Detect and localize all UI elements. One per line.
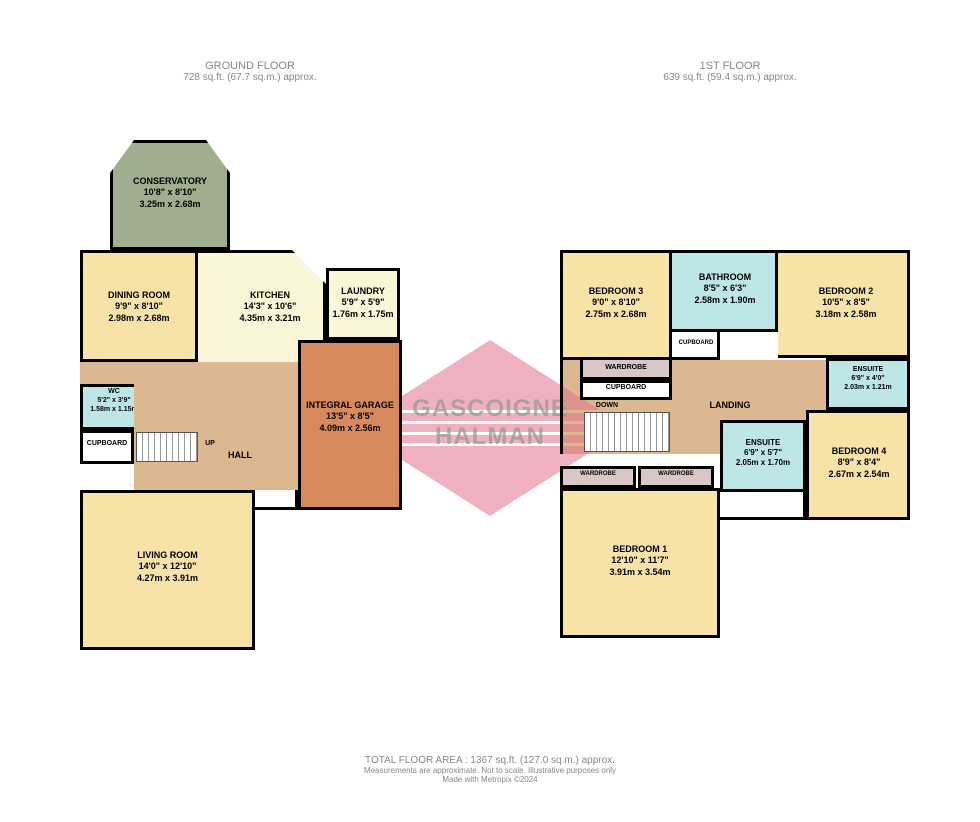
cupboard-g-label: CUPBOARD [82,440,132,449]
ground-floor-title: GROUND FLOOR 728 sq.ft. (67.7 sq.m.) app… [130,60,370,83]
outer-wall-bottom [255,490,298,510]
wall-seg [720,492,806,520]
wardrobe2-label: WARDROBE [564,471,632,479]
footer-disclaimer: Measurements are approximate. Not to sca… [0,766,980,775]
hall-label: HALL [210,450,270,461]
bed3-label: BEDROOM 3 9'0" x 8'10" 2.75m x 2.68m [570,286,662,320]
bed4-label: BEDROOM 4 8'9" x 8'4" 2.67m x 2.54m [814,446,904,480]
conservatory-label: CONSERVATORY 10'8" x 8'10" 3.25m x 2.68m [120,176,220,210]
living-label: LIVING ROOM 14'0" x 12'10" 4.27m x 3.91m [110,550,225,584]
cupboard-f-label: CUPBOARD [674,340,718,348]
ensuite2-label: ENSUITE 6'9" x 5'7" 2.05m x 1.70m [724,438,802,468]
cupboard2-label: CUPBOARD [584,384,668,393]
hall [134,362,298,490]
wardrobe-label: WARDROBE [584,364,668,373]
first-floor-title: 1ST FLOOR 639 sq.ft. (59.4 sq.m.) approx… [610,60,850,83]
stairs-up [136,432,198,462]
garage-label: INTEGRAL GARAGE 13'5" x 8'5" 4.09m x 2.5… [302,400,398,434]
kitchen-label: KITCHEN 14'3" x 10'6" 4.35m x 3.21m [230,290,310,324]
first-title-text: 1ST FLOOR [610,60,850,72]
footer-made: Made with Metropix ©2024 [0,775,980,784]
ground-floor-plan: CONSERVATORY 10'8" x 8'10" 3.25m x 2.68m… [80,140,430,680]
footer-total: TOTAL FLOOR AREA : 1367 sq.ft. (127.0 sq… [0,755,980,766]
bathroom-label: BATHROOM 8'5" x 6'3" 2.58m x 1.90m [680,272,770,306]
landing-label: LANDING [695,400,765,411]
hall2 [80,362,134,384]
laundry-label: LAUNDRY 5'9" x 5'9" 1.76m x 1.75m [330,286,396,320]
down-label: DOWN [592,402,622,411]
bed1-label: BEDROOM 1 12'10" x 11'7" 3.91m x 3.54m [590,544,690,578]
first-area-text: 639 sq.ft. (59.4 sq.m.) approx. [610,72,850,83]
first-floor-plan: BEDROOM 3 9'0" x 8'10" 2.75m x 2.68m BAT… [560,250,920,670]
up-label: UP [200,440,220,449]
ground-area-text: 728 sq.ft. (67.7 sq.m.) approx. [130,72,370,83]
landing-border-left [560,360,563,454]
bed2-label: BEDROOM 2 10'5" x 8'5" 3.18m x 2.58m [798,286,894,320]
wardrobe3-label: WARDROBE [642,471,710,479]
footer: TOTAL FLOOR AREA : 1367 sq.ft. (127.0 sq… [0,755,980,784]
ensuite1-label: ENSUITE 6'9" x 4'0" 2.03m x 1.21m [830,366,906,392]
dining-label: DINING ROOM 9'9" x 8'10" 2.98m x 2.68m [88,290,190,324]
ground-title-text: GROUND FLOOR [130,60,370,72]
stairs-down [584,412,670,452]
